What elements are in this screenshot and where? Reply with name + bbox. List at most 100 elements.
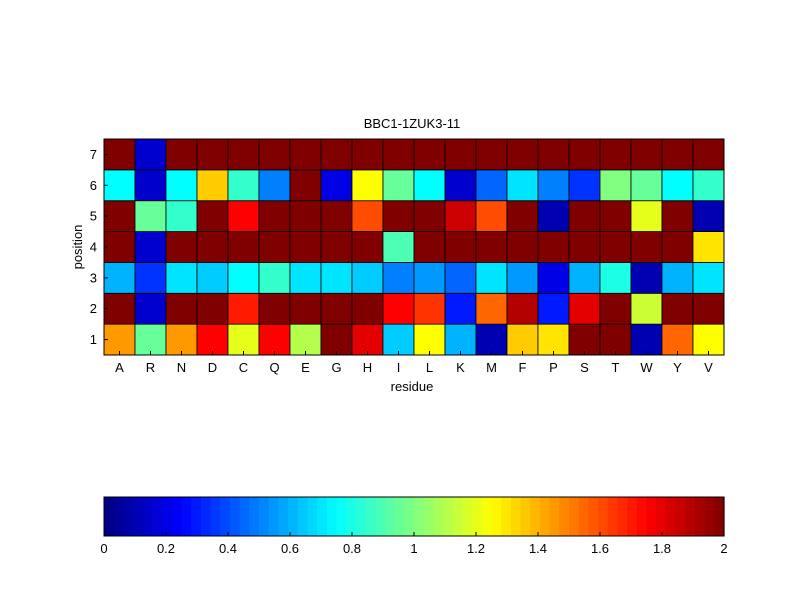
heatmap-cell-G-7 — [320, 138, 353, 171]
colorbar-tick-label: 0.8 — [343, 541, 361, 556]
heatmap-cell-Q-1 — [258, 323, 291, 356]
heatmap-cell-F-7 — [506, 138, 539, 171]
heatmap-cell-Q-2 — [258, 292, 291, 325]
heatmap-cell-P-7 — [537, 138, 570, 171]
heatmap-cell-T-6 — [599, 169, 632, 202]
y-tick-label: 1 — [90, 332, 97, 347]
heatmap-cell-E-1 — [289, 323, 322, 356]
colorbar-tick-label: 1.8 — [653, 541, 671, 556]
heatmap-cell-I-2 — [382, 292, 415, 325]
colorbar-swatch — [394, 497, 405, 536]
heatmap-cell-T-2 — [599, 292, 632, 325]
heatmap-cell-R-2 — [134, 292, 167, 325]
heatmap-cell-A-6 — [103, 169, 136, 202]
heatmap-cell-W-6 — [630, 169, 663, 202]
colorbar-swatch — [569, 497, 580, 536]
heatmap-cell-L-6 — [413, 169, 446, 202]
heatmap-cell-Y-4 — [661, 231, 694, 263]
heatmap-cell-K-6 — [444, 169, 477, 202]
colorbar-swatch — [142, 497, 154, 536]
y-tick-label: 5 — [90, 209, 97, 224]
colorbar-swatch — [152, 497, 163, 536]
x-tick-label: F — [519, 360, 527, 375]
heatmap-cell-I-3 — [382, 262, 415, 294]
heatmap-cell-T-5 — [599, 200, 632, 232]
y-tick-label: 2 — [90, 301, 97, 316]
heatmap-cell-C-2 — [227, 292, 260, 325]
heatmap-cell-I-6 — [382, 169, 415, 202]
x-tick-label: A — [115, 360, 124, 375]
heatmap-cell-D-3 — [196, 262, 229, 294]
colorbar-tick-label: 0.6 — [281, 541, 299, 556]
colorbar-swatch — [104, 497, 115, 536]
heatmap-cell-T-7 — [599, 138, 632, 171]
heatmap-cell-P-5 — [537, 200, 570, 232]
heatmap-cell-H-5 — [351, 200, 384, 232]
colorbar-swatch — [113, 497, 124, 536]
colorbar-swatch — [326, 497, 338, 536]
heatmap-cell-S-6 — [568, 169, 601, 202]
colorbar-swatch — [452, 497, 464, 536]
x-tick-label: I — [397, 360, 401, 375]
heatmap-cell-E-6 — [289, 169, 322, 202]
x-tick-label: G — [331, 360, 341, 375]
heatmap-cell-P-2 — [537, 292, 570, 325]
colorbar-swatch — [627, 497, 638, 536]
colorbar-tick-label: 1.2 — [467, 541, 485, 556]
colorbar-swatch — [656, 497, 667, 536]
colorbar-swatch — [694, 497, 706, 536]
x-tick-label: T — [612, 360, 620, 375]
heatmap-cell-V-7 — [692, 138, 725, 171]
heatmap-cell-C-6 — [227, 169, 260, 202]
heatmap-cell-M-1 — [475, 323, 508, 356]
heatmap-cell-A-2 — [103, 292, 136, 325]
colorbar-swatch — [307, 497, 318, 536]
heatmap-cell-R-1 — [134, 323, 167, 356]
heatmap-cell-A-3 — [103, 262, 136, 294]
colorbar-swatch — [588, 497, 599, 536]
heatmap-cell-F-1 — [506, 323, 539, 356]
colorbar-swatch — [510, 497, 522, 536]
colorbar-swatch — [259, 497, 270, 536]
heatmap-cell-D-6 — [196, 169, 229, 202]
heatmap-cell-N-4 — [165, 231, 198, 263]
colorbar-swatch — [297, 497, 309, 536]
heatmap-cell-Y-2 — [661, 292, 694, 325]
heatmap-cell-L-3 — [413, 262, 446, 294]
heatmap-cell-N-6 — [165, 169, 198, 202]
heatmap-cell-A-4 — [103, 231, 136, 263]
colorbar-swatch — [636, 497, 648, 536]
x-tick-label: R — [146, 360, 155, 375]
heatmap-cell-W-2 — [630, 292, 663, 325]
heatmap-cell-S-3 — [568, 262, 601, 294]
colorbar-swatch — [462, 497, 473, 536]
colorbar-swatch — [375, 497, 386, 536]
colorbar-swatch — [133, 497, 144, 536]
heatmap-cell-Q-5 — [258, 200, 291, 232]
colorbar-swatch — [443, 497, 454, 536]
heatmap-cell-F-5 — [506, 200, 539, 232]
x-tick-label: V — [704, 360, 713, 375]
heatmap-cell-N-5 — [165, 200, 198, 232]
colorbar-swatch — [665, 497, 677, 536]
colorbar-swatch — [549, 497, 560, 536]
colorbar-swatch — [210, 497, 221, 536]
colorbar-swatch — [559, 497, 570, 536]
colorbar-swatch — [239, 497, 250, 536]
heatmap-cell-C-7 — [227, 138, 260, 171]
heatmap-cell-D-2 — [196, 292, 229, 325]
colorbar-swatch — [675, 497, 686, 536]
heatmap-cell-C-5 — [227, 200, 260, 232]
x-tick-label: L — [426, 360, 433, 375]
heatmap-cell-C-1 — [227, 323, 260, 356]
heatmap-cell-H-3 — [351, 262, 384, 294]
heatmap-cell-S-5 — [568, 200, 601, 232]
heatmap-cell-S-1 — [568, 323, 601, 356]
heatmap-cell-W-4 — [630, 231, 663, 263]
heatmap-cell-L-5 — [413, 200, 446, 232]
colorbar-swatch — [249, 497, 260, 536]
heatmap-cell-D-7 — [196, 138, 229, 171]
heatmap-cell-H-6 — [351, 169, 384, 202]
